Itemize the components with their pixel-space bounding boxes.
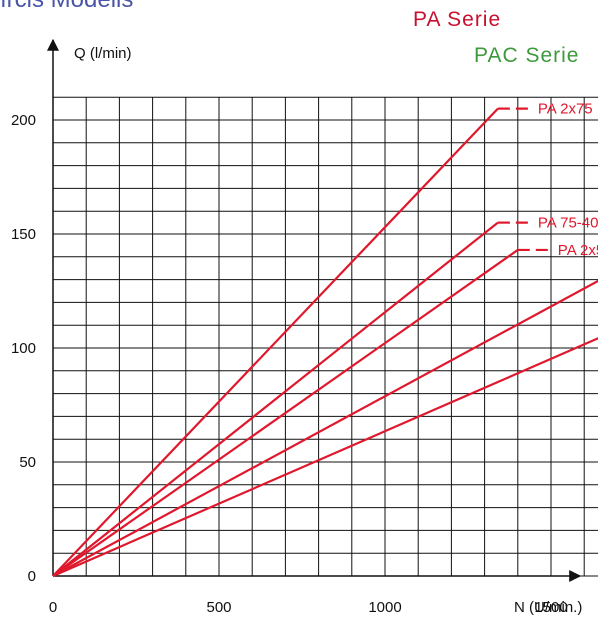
series-line: [52, 221, 499, 577]
series-line: [52, 337, 598, 578]
tick-labels: 05001000150020002500050100150200: [11, 112, 568, 616]
y-tick-label: 100: [11, 340, 36, 357]
chart-grid: [52, 96, 598, 577]
pac-series-title: PAC Serie: [474, 44, 580, 67]
series-label: PA 2x75: [538, 101, 593, 118]
y-axis-label: Q (l/min): [74, 45, 132, 62]
x-tick-label: 1000: [368, 599, 401, 616]
y-tick-label: 50: [19, 454, 36, 471]
x-tick-label: 1500: [534, 599, 567, 616]
page-title: ırcis Modelis: [0, 0, 133, 14]
x-tick-label: 0: [49, 599, 57, 616]
y-tick-label: 150: [11, 226, 36, 243]
series-line: [52, 107, 499, 577]
series-label: PA 2x50: [558, 242, 598, 259]
series-label: PA 75-40 / PA 2x57: [538, 215, 598, 232]
y-tick-label: 200: [11, 112, 36, 129]
pa-series-title: PA Serie: [413, 8, 502, 31]
y-tick-label: 0: [28, 568, 36, 585]
series-line: [52, 249, 519, 577]
chart-axes: [47, 38, 582, 582]
x-axis-label: N (U/min.): [514, 599, 582, 616]
series-line: [52, 279, 598, 577]
x-tick-label: 500: [206, 599, 231, 616]
